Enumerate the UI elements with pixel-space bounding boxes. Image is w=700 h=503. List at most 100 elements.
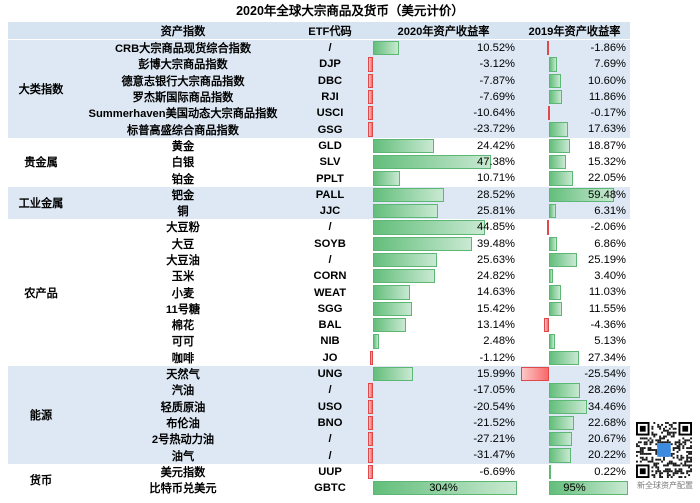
positive-bar — [549, 187, 615, 202]
positive-bar — [549, 432, 572, 447]
return-value: 22.05% — [588, 172, 626, 185]
watermark-caption: 新全球资产配置 — [637, 481, 693, 490]
positive-bar — [549, 269, 553, 284]
return-2019-cell: 34.46% — [519, 398, 630, 415]
positive-bar — [373, 318, 406, 333]
positive-bar — [549, 448, 572, 463]
return-value: 0.22% — [594, 465, 626, 478]
table-row: 玉米 CORN 24.82% 3.40% — [8, 268, 630, 284]
return-value: -20.54% — [473, 400, 515, 413]
table-row: 农产品 大豆粉 / 44.85% -2.06% — [8, 219, 630, 300]
category-label: 农产品 — [24, 287, 58, 300]
return-value: 39.48% — [477, 237, 515, 250]
etf-code: / — [292, 382, 368, 399]
return-value: 20.67% — [588, 433, 626, 446]
return-value: 44.85% — [477, 221, 515, 234]
return-value: 27.34% — [588, 351, 626, 364]
negative-bar — [368, 448, 373, 463]
negative-bar — [546, 41, 549, 56]
negative-bar — [368, 106, 373, 121]
positive-bar — [373, 301, 412, 317]
return-value: 24.82% — [477, 270, 515, 283]
negative-bar — [368, 383, 373, 398]
table-row: 大豆油 / 25.63% 25.19% — [8, 252, 630, 268]
table-row: 油气 / -31.47% 20.22% — [8, 447, 630, 464]
positive-bar — [373, 220, 486, 235]
return-2020-cell: 39.48% — [368, 236, 519, 252]
return-2020-cell: 24.82% — [368, 268, 519, 284]
return-2019-cell: 25.19% — [519, 252, 630, 268]
return-value: 6.86% — [594, 237, 626, 250]
return-value: 15.42% — [477, 302, 515, 315]
etf-code: RJI — [292, 88, 368, 106]
return-2020-cell: 25.63% — [368, 252, 519, 268]
return-2020-cell: -10.64% — [368, 105, 519, 122]
returns-table: 资产指数 ETF代码 2020年资产收益率 2019年资产收益率 大类指数 CRB… — [8, 22, 630, 496]
etf-code: / — [292, 447, 368, 464]
return-2020-cell: 14.63% — [368, 284, 519, 300]
positive-bar — [549, 138, 570, 154]
return-2020-cell: 304% — [368, 480, 519, 496]
asset-name: 美元指数 — [160, 466, 206, 479]
return-2020-cell: 15.99% — [368, 365, 519, 383]
positive-bar — [373, 171, 400, 186]
return-2020-cell: -21.52% — [368, 414, 519, 432]
table-row: 小麦 WEAT 14.63% 11.03% — [8, 284, 630, 300]
return-value: 13.14% — [477, 319, 515, 332]
etf-code: WEAT — [313, 286, 347, 299]
asset-name: 天然气 — [74, 365, 292, 383]
return-2019-cell: 95% — [519, 480, 630, 496]
return-value: 17.63% — [588, 123, 626, 136]
return-value: -7.87% — [479, 74, 515, 87]
return-value: 24.42% — [477, 139, 515, 152]
negative-bar — [544, 318, 549, 333]
header-return-2019: 2019年资产收益率 — [519, 22, 630, 40]
return-value: 18.87% — [588, 139, 626, 152]
return-2019-cell: 11.86% — [519, 88, 630, 106]
asset-name: 轻质原油 — [74, 398, 292, 415]
return-value: -4.36% — [590, 319, 626, 332]
return-value: -2.06% — [590, 221, 626, 234]
negative-bar — [368, 89, 373, 105]
qr-code-icon — [636, 422, 692, 478]
return-2020-cell: 2.48% — [368, 333, 519, 349]
return-2020-cell: -7.69% — [368, 88, 519, 106]
asset-name: 小麦 — [171, 287, 195, 300]
return-2019-cell: -25.54% — [519, 365, 630, 383]
return-2019-cell: 7.69% — [519, 56, 630, 73]
return-value: 7.69% — [594, 58, 626, 71]
table-row: 铂金 PPLT 10.71% 22.05% — [8, 170, 630, 186]
etf-code: SLV — [319, 156, 341, 169]
etf-code: GSG — [292, 121, 368, 138]
table-title: 2020年全球大宗商品及货币（美元计价） — [236, 4, 464, 18]
return-value: 59.48% — [588, 188, 626, 201]
positive-bar — [549, 301, 562, 317]
etf-code: GBTC — [314, 482, 346, 495]
etf-code: BAL — [318, 319, 342, 332]
return-value: 22.68% — [588, 416, 626, 429]
return-value: -21.52% — [473, 416, 515, 429]
return-2019-cell: 11.03% — [519, 284, 630, 300]
return-value: -17.05% — [473, 384, 515, 397]
return-value: -6.69% — [479, 465, 515, 478]
table-row: 11号糖 SGG 15.42% 11.55% — [8, 301, 630, 317]
category-label: 贵金属 — [24, 157, 58, 170]
negative-bar — [368, 122, 373, 137]
positive-bar — [549, 171, 574, 186]
return-value: 25.81% — [477, 204, 515, 217]
return-value: -31.47% — [473, 449, 515, 462]
positive-bar — [549, 89, 563, 105]
etf-code: SGG — [317, 302, 343, 315]
positive-bar — [549, 334, 555, 349]
table-row: 白银 SLV 47.38% 15.32% — [8, 154, 630, 170]
asset-name: 黄金 — [171, 140, 195, 153]
table-row: 大豆 SOYB 39.48% 6.86% — [8, 236, 630, 252]
positive-bar — [549, 350, 580, 365]
negative-bar — [548, 106, 550, 121]
positive-bar — [373, 187, 445, 202]
etf-code: USO — [292, 398, 368, 415]
table-row: 大类指数 CRB大宗商品现货综合指数/ 10.52% -1.86% — [8, 39, 630, 138]
table-row: 能源 天然气 UNG 15.99% -25.54% — [8, 365, 630, 464]
asset-name: 铜 — [74, 202, 292, 220]
positive-bar — [549, 203, 556, 219]
